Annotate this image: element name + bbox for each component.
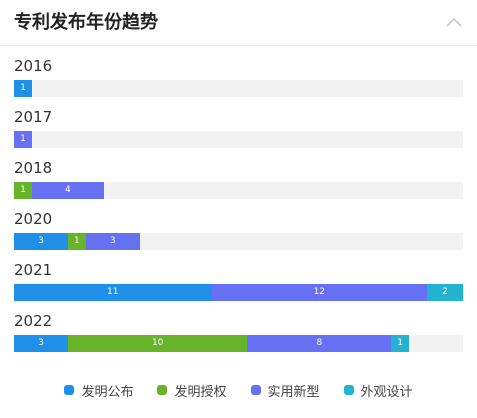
legend-swatch [250, 385, 261, 395]
bar-segment[interactable]: 1 [14, 131, 32, 148]
bar-segment[interactable]: 11 [14, 284, 212, 301]
year-label: 2016 [14, 57, 53, 75]
bar-segment[interactable]: 8 [247, 335, 392, 352]
bar-segment[interactable]: 3 [14, 335, 68, 352]
legend-label: 发明公布 [81, 384, 134, 400]
legend-swatch [157, 385, 168, 395]
legend-item[interactable]: 外观设计 [343, 380, 413, 400]
bar-segment[interactable]: 2 [427, 284, 463, 301]
legend-swatch [64, 385, 75, 395]
year-row-2021: 2021 11 12 2 [14, 260, 464, 302]
year-label: 2022 [14, 312, 53, 330]
legend-item[interactable]: 发明授权 [157, 380, 227, 400]
chevron-up-icon[interactable] [443, 12, 465, 34]
bar-track: 1 [14, 80, 463, 97]
legend-label: 发明授权 [174, 384, 227, 400]
legend-item[interactable]: 发明公布 [64, 380, 133, 400]
year-row-2018: 2018 1 4 [14, 158, 464, 200]
year-row-2017: 2017 1 [14, 107, 464, 149]
bar-segment[interactable]: 3 [14, 233, 68, 250]
legend-item[interactable]: 实用新型 [250, 380, 320, 400]
year-label: 2020 [14, 210, 53, 228]
bar-segment[interactable]: 4 [31, 182, 104, 199]
bar-segment[interactable]: 3 [85, 233, 140, 250]
year-row-2016: 2016 1 [14, 56, 464, 98]
bar-track: 11 12 2 [14, 284, 463, 301]
year-label: 2017 [14, 108, 53, 126]
year-row-2022: 2022 3 10 8 1 [14, 311, 464, 353]
bar-segment[interactable]: 1 [14, 182, 32, 199]
year-label: 2018 [14, 159, 53, 177]
bar-segment[interactable]: 1 [391, 335, 410, 352]
legend-label: 实用新型 [267, 384, 320, 400]
stacked-bar-chart: 2016 1 2017 1 2018 1 4 2020 3 1 3 2021 11 12 2 2022 3 10 8… [14, 56, 464, 356]
bar-segment[interactable]: 1 [14, 80, 32, 97]
legend-label: 外观设计 [360, 384, 413, 400]
legend-swatch [343, 385, 354, 395]
year-label: 2021 [14, 261, 53, 279]
bar-track: 1 [14, 131, 463, 148]
chart-legend: 发明公布 发明授权 实用新型 外观设计 [0, 380, 477, 400]
panel-title: 专利发布年份趋势 [14, 12, 158, 33]
bar-segment[interactable]: 10 [67, 335, 248, 352]
year-row-2020: 2020 3 1 3 [14, 209, 464, 251]
bar-segment[interactable]: 1 [67, 233, 86, 250]
bar-segment[interactable]: 12 [211, 284, 428, 301]
bar-track: 3 10 8 1 [14, 335, 463, 352]
panel-header: 专利发布年份趋势 [0, 0, 477, 46]
